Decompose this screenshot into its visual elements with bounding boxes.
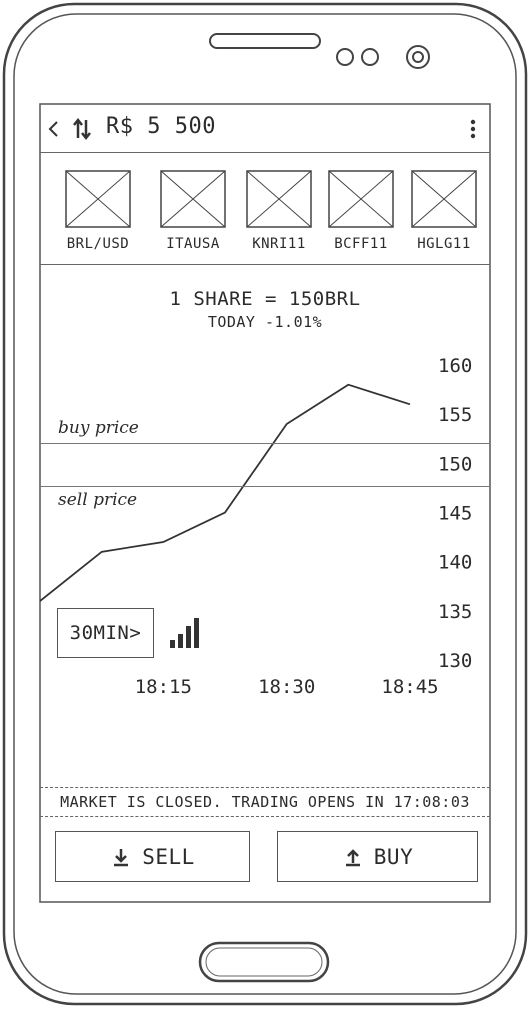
swap-button[interactable] (70, 114, 94, 144)
kebab-menu-icon (470, 119, 476, 139)
y-tick-label: 130 (438, 650, 472, 672)
price-chart: 160 155 150 145 140 135 130 18:15 18:30 18:45 (40, 355, 472, 698)
buy-button-label: BUY (373, 844, 414, 869)
ticker-label: ITAUSA (166, 236, 220, 252)
price-line (40, 383, 411, 602)
ticker-item[interactable]: ITAUSA (153, 170, 233, 260)
ticker-label: HGLG11 (417, 236, 471, 252)
ticker-item[interactable]: BCFF11 (321, 170, 401, 260)
image-placeholder-icon (411, 170, 477, 228)
y-tick-label: 150 (438, 453, 472, 475)
chevron-left-icon (48, 121, 58, 137)
ticker-label: KNRI11 (252, 236, 306, 252)
back-button[interactable] (44, 114, 64, 144)
share-price: 1 SHARE = 150BRL (169, 288, 361, 310)
ticker-item[interactable]: KNRI11 (239, 170, 319, 260)
topbar-divider (40, 152, 490, 153)
tickers-divider (40, 264, 490, 265)
download-arrow-icon (114, 848, 129, 866)
y-tick-label: 145 (438, 503, 472, 525)
y-tick-label: 160 (438, 355, 472, 377)
x-tick-label: 18:30 (258, 676, 315, 698)
image-placeholder-icon (65, 170, 131, 228)
buy-button[interactable]: BUY (277, 831, 478, 882)
image-placeholder-icon (160, 170, 226, 228)
market-status-text: MARKET IS CLOSED. TRADING OPENS IN 17:08… (60, 793, 470, 811)
upload-arrow-icon (345, 848, 360, 866)
image-placeholder-icon (246, 170, 312, 228)
y-tick-label: 135 (438, 601, 472, 623)
x-tick-label: 18:45 (381, 676, 438, 698)
today-change: TODAY -1.01% (207, 313, 323, 331)
market-status-bar: MARKET IS CLOSED. TRADING OPENS IN 17:08… (40, 787, 490, 817)
sell-button-label: SELL (142, 844, 195, 869)
y-tick-label: 140 (438, 552, 472, 574)
image-placeholder-icon (328, 170, 394, 228)
ticker-label: BRL/USD (66, 236, 130, 252)
sell-price-line (40, 486, 490, 487)
ticker-item[interactable]: BRL/USD (58, 170, 138, 260)
sell-price-label: sell price (58, 490, 138, 510)
interval-button[interactable]: 30MIN> (57, 608, 154, 658)
ticker-label: BCFF11 (334, 236, 388, 252)
x-tick-label: 18:15 (135, 676, 192, 698)
interval-selector[interactable] (168, 614, 208, 650)
balance-label: R$ 5 500 (106, 114, 216, 139)
buy-price-label: buy price (58, 418, 139, 438)
buy-price-line (40, 443, 490, 444)
menu-button[interactable] (464, 116, 482, 142)
y-tick-label: 155 (438, 404, 472, 426)
ticker-item[interactable]: HGLG11 (404, 170, 484, 260)
signal-bars-icon (170, 618, 199, 648)
sell-button[interactable]: SELL (55, 831, 250, 882)
swap-vertical-icon (73, 117, 91, 141)
